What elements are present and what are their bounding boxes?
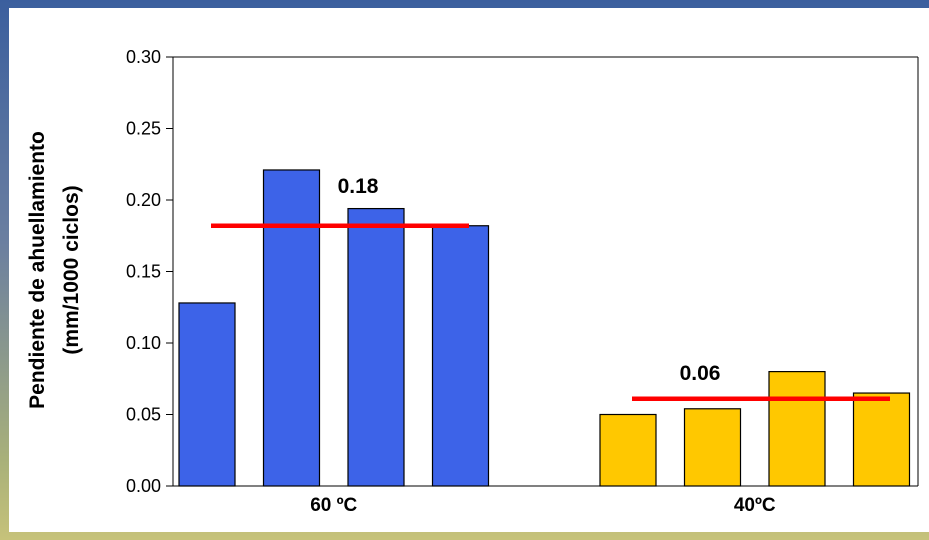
mean-value-label: 0.06: [680, 362, 721, 385]
y-tick-label: 0.20: [126, 190, 161, 210]
bar: [262, 169, 321, 487]
category-labels: 60 ºC 40ºC: [310, 495, 776, 516]
y-tick-label: 0.25: [126, 119, 161, 139]
bar: [347, 207, 405, 487]
mean-lines: 0.18 0.06: [211, 175, 890, 402]
y-tick-label: 0.15: [126, 262, 161, 282]
y-axis-title-line1: Pendiente de ahuellamiento: [26, 131, 49, 409]
bar: [852, 392, 911, 487]
y-tick-label: 0.05: [126, 405, 161, 425]
bar: [599, 413, 657, 487]
y-axis-title-line2: (mm/1000 ciclos): [60, 185, 83, 354]
y-tick-label: 0.00: [126, 476, 161, 496]
mean-value-label: 0.18: [338, 175, 379, 198]
y-axis-ticks: 0.00 0.05 0.10 0.15 0.20 0.25 0.30: [126, 47, 173, 496]
bar: [431, 225, 490, 487]
bar: [683, 408, 742, 487]
y-tick-label: 0.30: [126, 47, 161, 67]
category-label: 60 ºC: [310, 495, 357, 516]
category-label: 40ºC: [734, 495, 776, 516]
bar: [178, 302, 236, 487]
bars: [178, 169, 911, 487]
bar: [768, 371, 826, 487]
y-tick-label: 0.10: [126, 333, 161, 353]
y-axis-title: Pendiente de ahuellamiento (mm/1000 cicl…: [26, 131, 83, 409]
